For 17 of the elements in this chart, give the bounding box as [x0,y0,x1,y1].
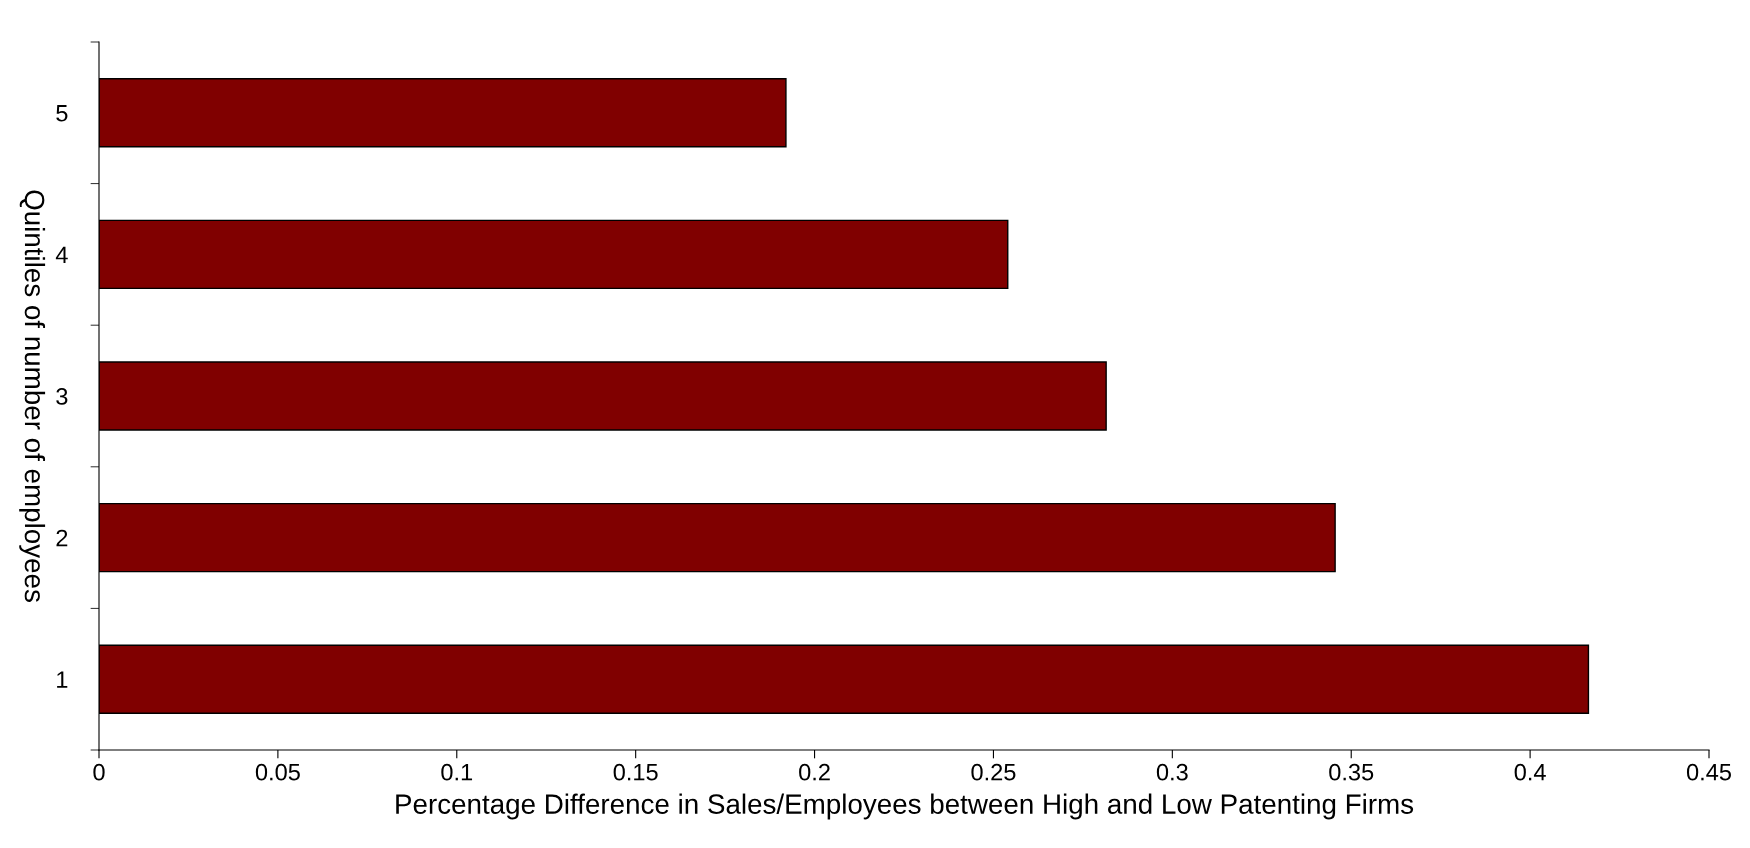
x-tick-label: 0 [93,763,105,781]
x-axis-title: Percentage Difference in Sales/Employees between High and Low Patenting Firms [396,793,1414,820]
x-tick-label: 0.3 [1156,763,1188,781]
x-tick-label: 0.25 [971,763,1016,781]
x-tick-label: 0.4 [1514,763,1546,781]
y-tick-label: 5 [56,105,68,122]
y-axis-title: Quintiles of number of employees [19,190,46,602]
x-tick-label: 0.45 [1686,763,1731,781]
y-tick-label: 2 [56,529,68,547]
x-tick-label: 0.2 [799,763,830,781]
x-tick-label: 0.15 [613,763,658,781]
y-tick-label: 3 [56,388,68,405]
x-tick-label: 0.05 [255,763,300,781]
y-tick-label: 4 [55,246,68,263]
y-tick-label: 1 [57,671,68,688]
x-tick-label: 0.1 [441,763,473,781]
x-tick-label: 0.35 [1329,763,1374,781]
